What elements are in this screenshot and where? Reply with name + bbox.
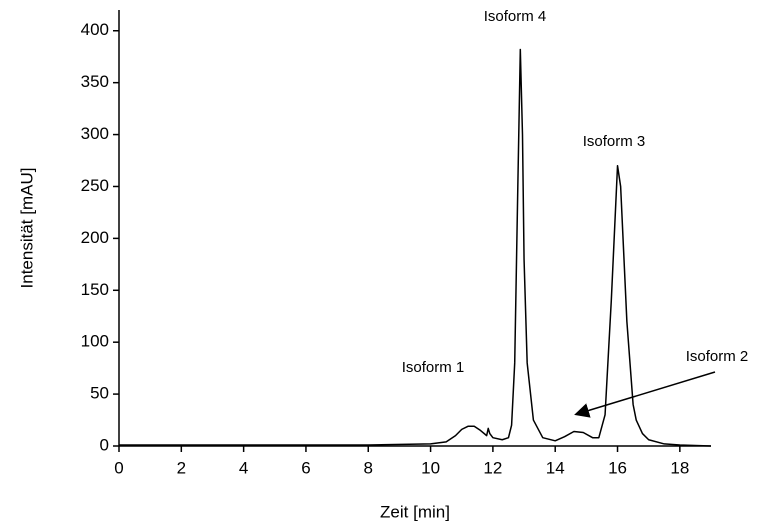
y-tick-label: 50 <box>90 384 109 403</box>
x-tick-label: 16 <box>608 458 627 477</box>
x-tick-label: 10 <box>421 458 440 477</box>
data-line <box>119 48 712 447</box>
y-tick-label: 0 <box>100 435 109 454</box>
x-tick-label: 2 <box>177 458 186 477</box>
x-tick-label: 12 <box>483 458 502 477</box>
x-tick-label: 8 <box>364 458 373 477</box>
y-tick-label: 100 <box>81 332 109 351</box>
y-tick-label: 400 <box>81 20 109 39</box>
y-tick-label: 300 <box>81 124 109 143</box>
x-axis-label: Zeit [min] <box>380 502 450 521</box>
y-tick-label: 350 <box>81 72 109 91</box>
annotation: Isoform 4 <box>484 8 547 25</box>
y-tick-label: 150 <box>81 280 109 299</box>
x-tick-label: 18 <box>670 458 689 477</box>
y-tick-label: 200 <box>81 228 109 247</box>
annotation: Isoform 3 <box>583 133 646 150</box>
y-axis-label: Intensität [mAU] <box>17 168 36 289</box>
annotation-arrow <box>574 371 716 418</box>
annotation: Isoform 2 <box>686 348 749 365</box>
x-tick-label: 0 <box>114 458 123 477</box>
y-tick-label: 250 <box>81 176 109 195</box>
annotation: Isoform 1 <box>402 359 465 376</box>
x-tick-label: 4 <box>239 458 248 477</box>
x-tick-label: 6 <box>301 458 310 477</box>
x-tick-label: 14 <box>546 458 565 477</box>
